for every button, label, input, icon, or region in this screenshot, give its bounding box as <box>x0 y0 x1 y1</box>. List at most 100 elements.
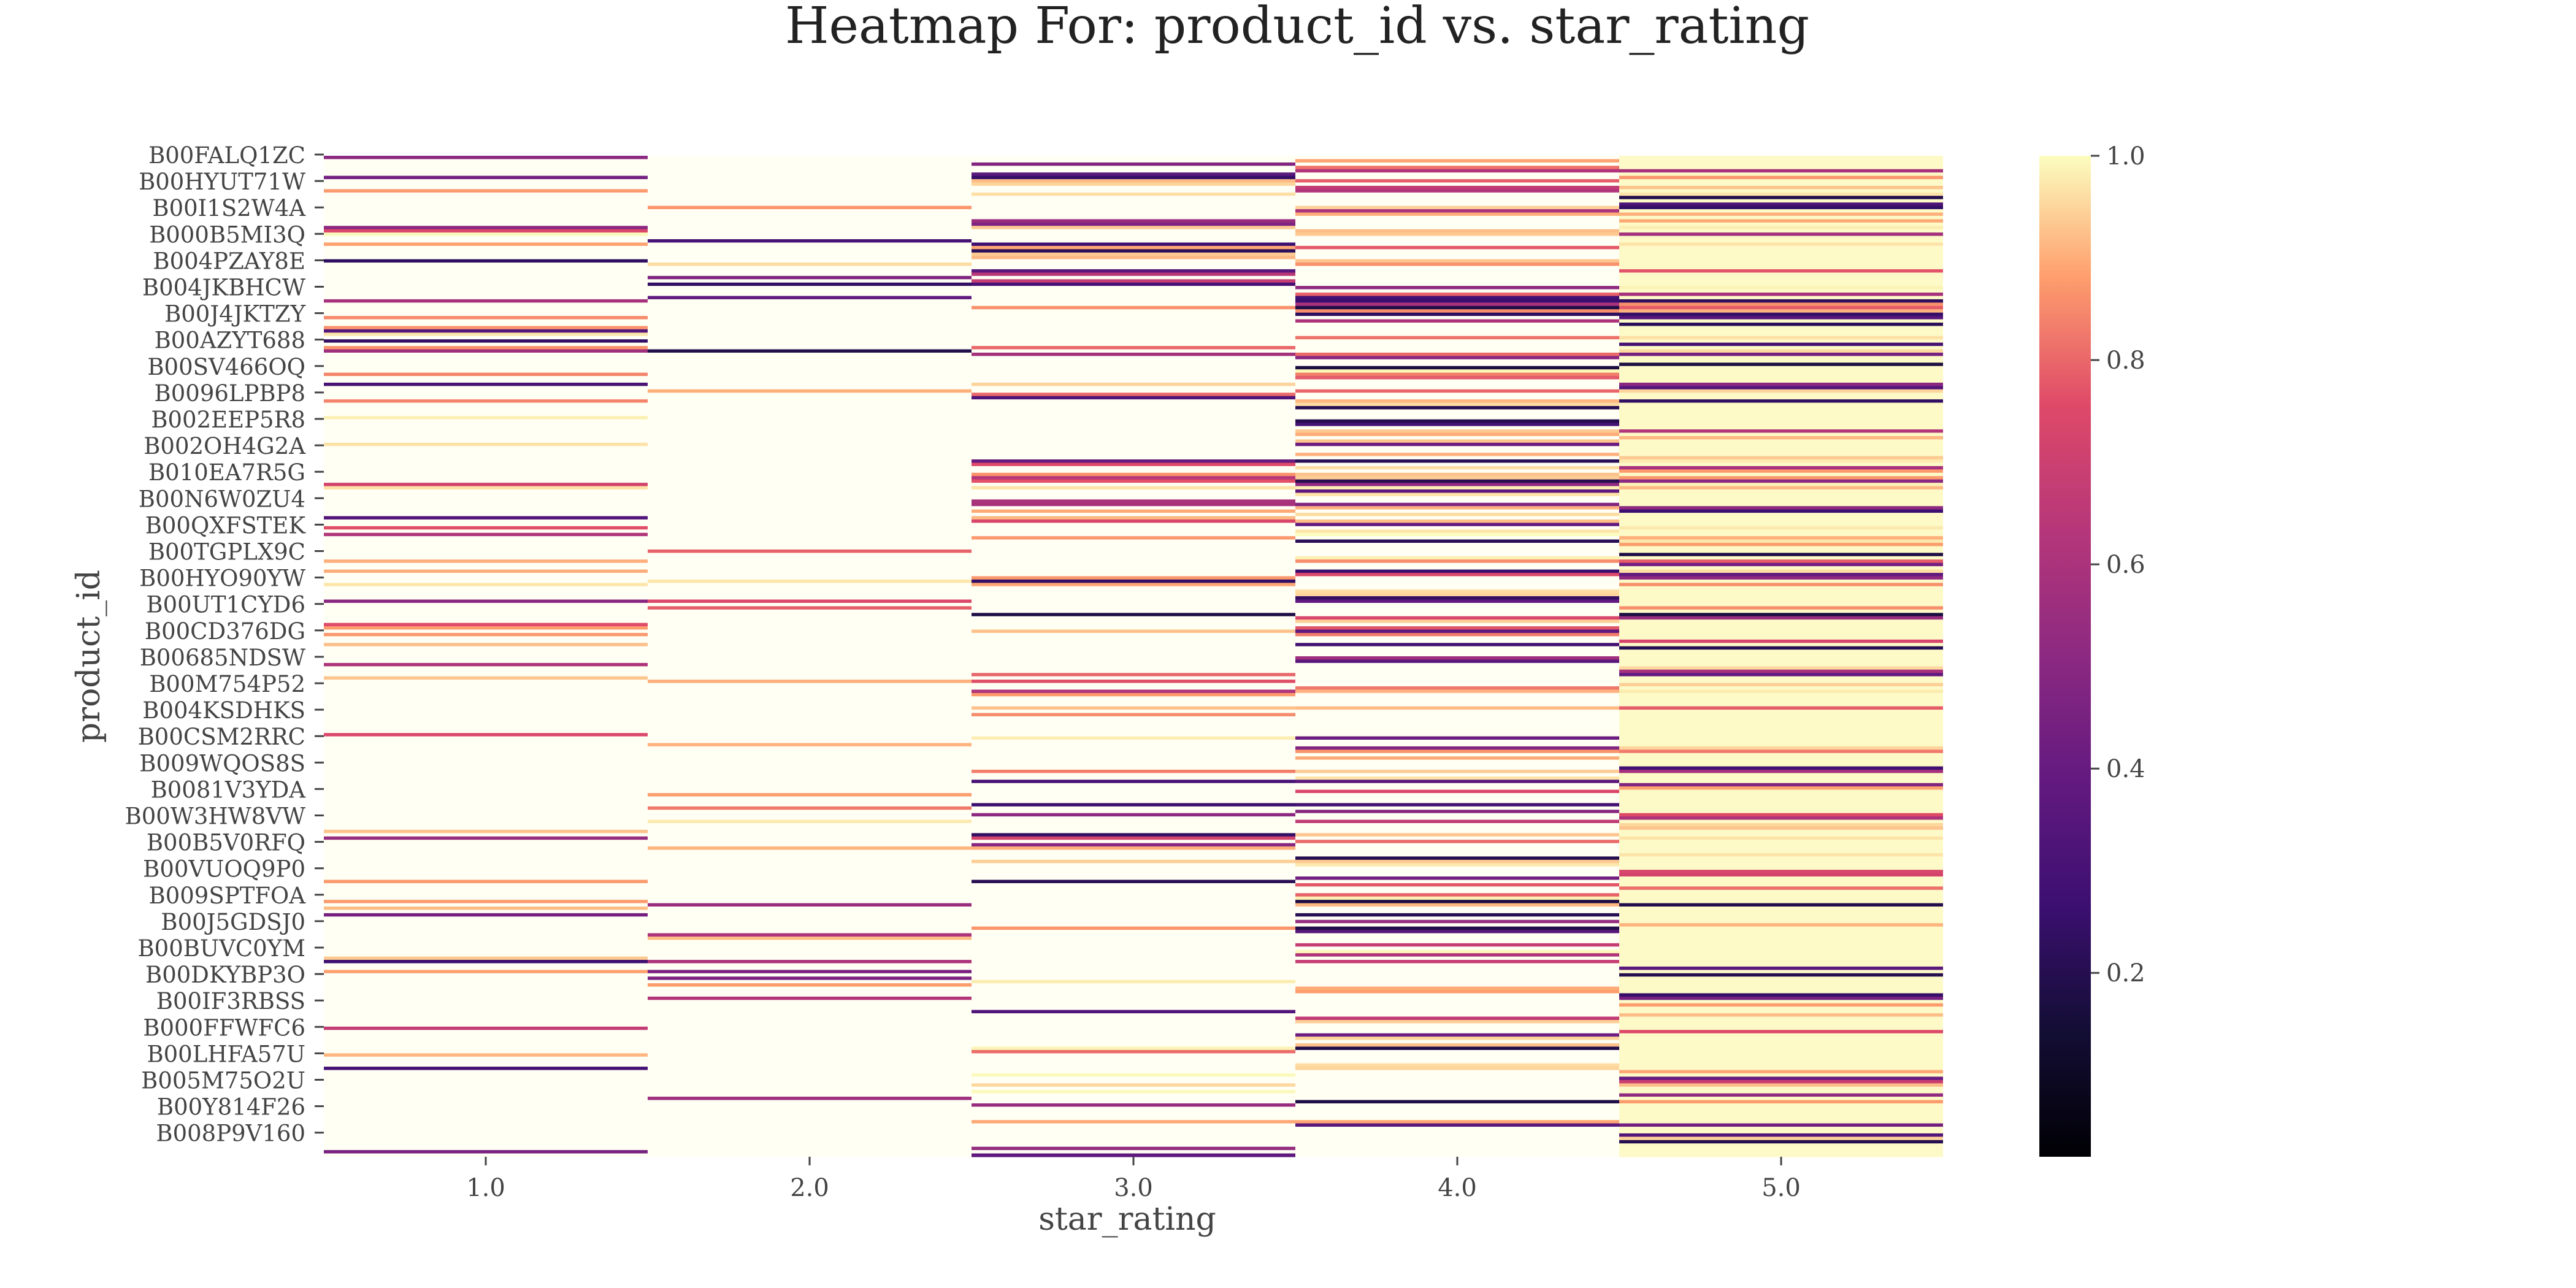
heatmap-cell <box>1295 519 1619 523</box>
heatmap-cell <box>1619 636 1943 640</box>
y-tick-label: B00TGPLX9C <box>148 539 305 565</box>
heatmap-cell <box>1619 576 1943 580</box>
heatmap-cell <box>972 983 1295 987</box>
heatmap-cell <box>324 502 648 507</box>
heatmap-cell <box>1619 316 1943 320</box>
heatmap-cell <box>972 940 1295 944</box>
heatmap-cell <box>324 249 648 253</box>
heatmap-cell <box>972 789 1295 794</box>
heatmap-cell <box>324 532 648 537</box>
heatmap-cell <box>648 1133 972 1137</box>
heatmap-cell <box>324 449 648 453</box>
heatmap-cell <box>1295 910 1619 914</box>
heatmap-cell <box>648 456 972 460</box>
heatmap-cell <box>324 1079 648 1084</box>
heatmap-cell <box>1295 940 1619 944</box>
heatmap-cell <box>1619 526 1943 530</box>
heatmap-cell <box>972 312 1295 316</box>
heatmap-cell <box>648 335 972 340</box>
y-tick-label: B009WQOS8S <box>139 750 305 776</box>
heatmap-cell <box>324 823 648 827</box>
heatmap-cell <box>324 506 648 510</box>
heatmap-cell <box>972 623 1295 627</box>
heatmap-cell <box>324 379 648 383</box>
heatmap-cell <box>972 483 1295 487</box>
heatmap-cell <box>648 372 972 377</box>
heatmap-cell <box>972 1076 1295 1081</box>
heatmap-cell <box>972 953 1295 957</box>
heatmap-cell <box>972 249 1295 253</box>
heatmap-cell <box>1619 619 1943 624</box>
heatmap-cell <box>972 943 1295 947</box>
heatmap-cell <box>648 389 972 393</box>
heatmap-cell <box>324 236 648 240</box>
heatmap-cell <box>1295 1076 1619 1081</box>
heatmap-cell <box>1619 803 1943 807</box>
heatmap-cell <box>1619 1093 1943 1097</box>
heatmap-cell <box>1619 692 1943 697</box>
heatmap-cell <box>972 592 1295 597</box>
heatmap-cell <box>972 719 1295 724</box>
heatmap-cell <box>1619 886 1943 891</box>
heatmap-cell <box>972 359 1295 363</box>
heatmap-cell <box>1619 1043 1943 1048</box>
heatmap-cell <box>324 910 648 914</box>
heatmap-cell <box>972 429 1295 434</box>
heatmap-cell <box>1295 1106 1619 1111</box>
heatmap-cell <box>1295 156 1619 160</box>
heatmap-cell <box>1295 232 1619 237</box>
heatmap-cell <box>648 746 972 750</box>
heatmap-cell <box>972 393 1295 397</box>
heatmap-cell <box>1295 919 1619 924</box>
heatmap-cell <box>1295 1093 1619 1097</box>
heatmap-cell <box>1295 859 1619 864</box>
heatmap-cell <box>1295 783 1619 787</box>
heatmap-cell <box>1295 402 1619 407</box>
y-tick-label: B00J5GDSJ0 <box>161 909 305 935</box>
heatmap-cell <box>972 806 1295 810</box>
heatmap-cell <box>648 1103 972 1107</box>
heatmap-cell <box>648 826 972 830</box>
heatmap-cell <box>972 1086 1295 1091</box>
heatmap-cell <box>648 439 972 443</box>
heatmap-cell <box>972 650 1295 654</box>
heatmap-cell <box>1295 529 1619 534</box>
heatmap-cell <box>1295 870 1619 874</box>
heatmap-cell <box>324 626 648 631</box>
heatmap-cell <box>324 209 648 213</box>
heatmap-cell <box>324 863 648 867</box>
heatmap-cell <box>972 859 1295 864</box>
heatmap-cell <box>1619 556 1943 560</box>
heatmap-cell <box>972 662 1295 667</box>
heatmap-cell <box>648 870 972 874</box>
heatmap-cell <box>324 1116 648 1121</box>
heatmap-cell <box>324 289 648 293</box>
heatmap-cell <box>648 486 972 490</box>
heatmap-cell <box>324 305 648 310</box>
heatmap-cell <box>324 316 648 320</box>
heatmap-cell <box>972 1073 1295 1078</box>
heatmap-cell <box>324 880 648 884</box>
heatmap-cell <box>648 616 972 620</box>
heatmap-cell <box>324 763 648 767</box>
heatmap-cell <box>1295 946 1619 951</box>
heatmap-cell <box>1619 723 1943 727</box>
heatmap-cell <box>1295 229 1619 233</box>
heatmap-cell <box>1295 536 1619 540</box>
heatmap-cell <box>1619 352 1943 356</box>
heatmap-cell <box>1295 676 1619 680</box>
heatmap-cell <box>324 1123 648 1127</box>
heatmap-cell <box>1619 1049 1943 1054</box>
heatmap-cell <box>1619 1026 1943 1030</box>
heatmap-cell <box>1295 1150 1619 1154</box>
heatmap-cell <box>1295 483 1619 487</box>
heatmap-cell <box>1619 202 1943 207</box>
heatmap-cell <box>1619 876 1943 881</box>
heatmap-cell <box>972 185 1295 190</box>
heatmap-cell <box>1619 786 1943 791</box>
heatmap-cell <box>1295 719 1619 724</box>
heatmap-cell <box>1619 793 1943 797</box>
heatmap-cell <box>648 259 972 263</box>
heatmap-cell <box>324 973 648 977</box>
heatmap-cell <box>648 209 972 213</box>
